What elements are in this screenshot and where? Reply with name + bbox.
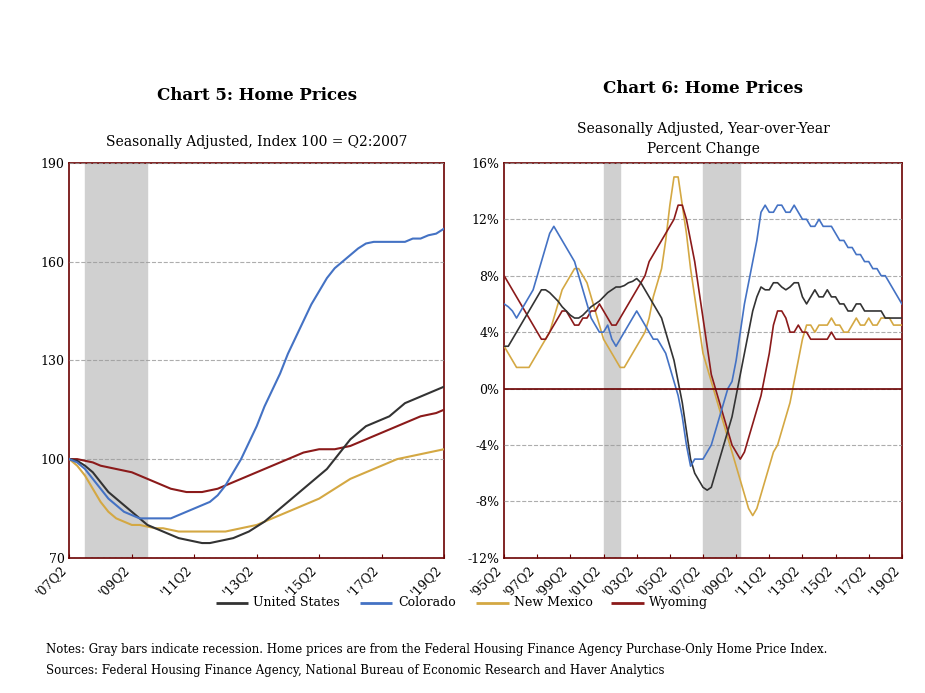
Bar — [603, 163, 620, 558]
Bar — [85, 163, 147, 558]
Text: United States: United States — [253, 597, 340, 609]
Text: Wyoming: Wyoming — [649, 597, 709, 609]
Text: Colorado: Colorado — [398, 597, 455, 609]
Bar — [703, 163, 740, 558]
Text: Chart 5: Home Prices: Chart 5: Home Prices — [156, 87, 357, 104]
Text: Chart 6: Home Prices: Chart 6: Home Prices — [603, 80, 803, 97]
Text: Seasonally Adjusted, Year-over-Year
Percent Change: Seasonally Adjusted, Year-over-Year Perc… — [576, 123, 830, 156]
Text: New Mexico: New Mexico — [514, 597, 593, 609]
Text: Notes: Gray bars indicate recession. Home prices are from the Federal Housing Fi: Notes: Gray bars indicate recession. Hom… — [46, 643, 828, 656]
Text: Sources: Federal Housing Finance Agency, National Bureau of Economic Research an: Sources: Federal Housing Finance Agency,… — [46, 664, 665, 677]
Text: Seasonally Adjusted, Index 100 = Q2:2007: Seasonally Adjusted, Index 100 = Q2:2007 — [106, 135, 407, 149]
